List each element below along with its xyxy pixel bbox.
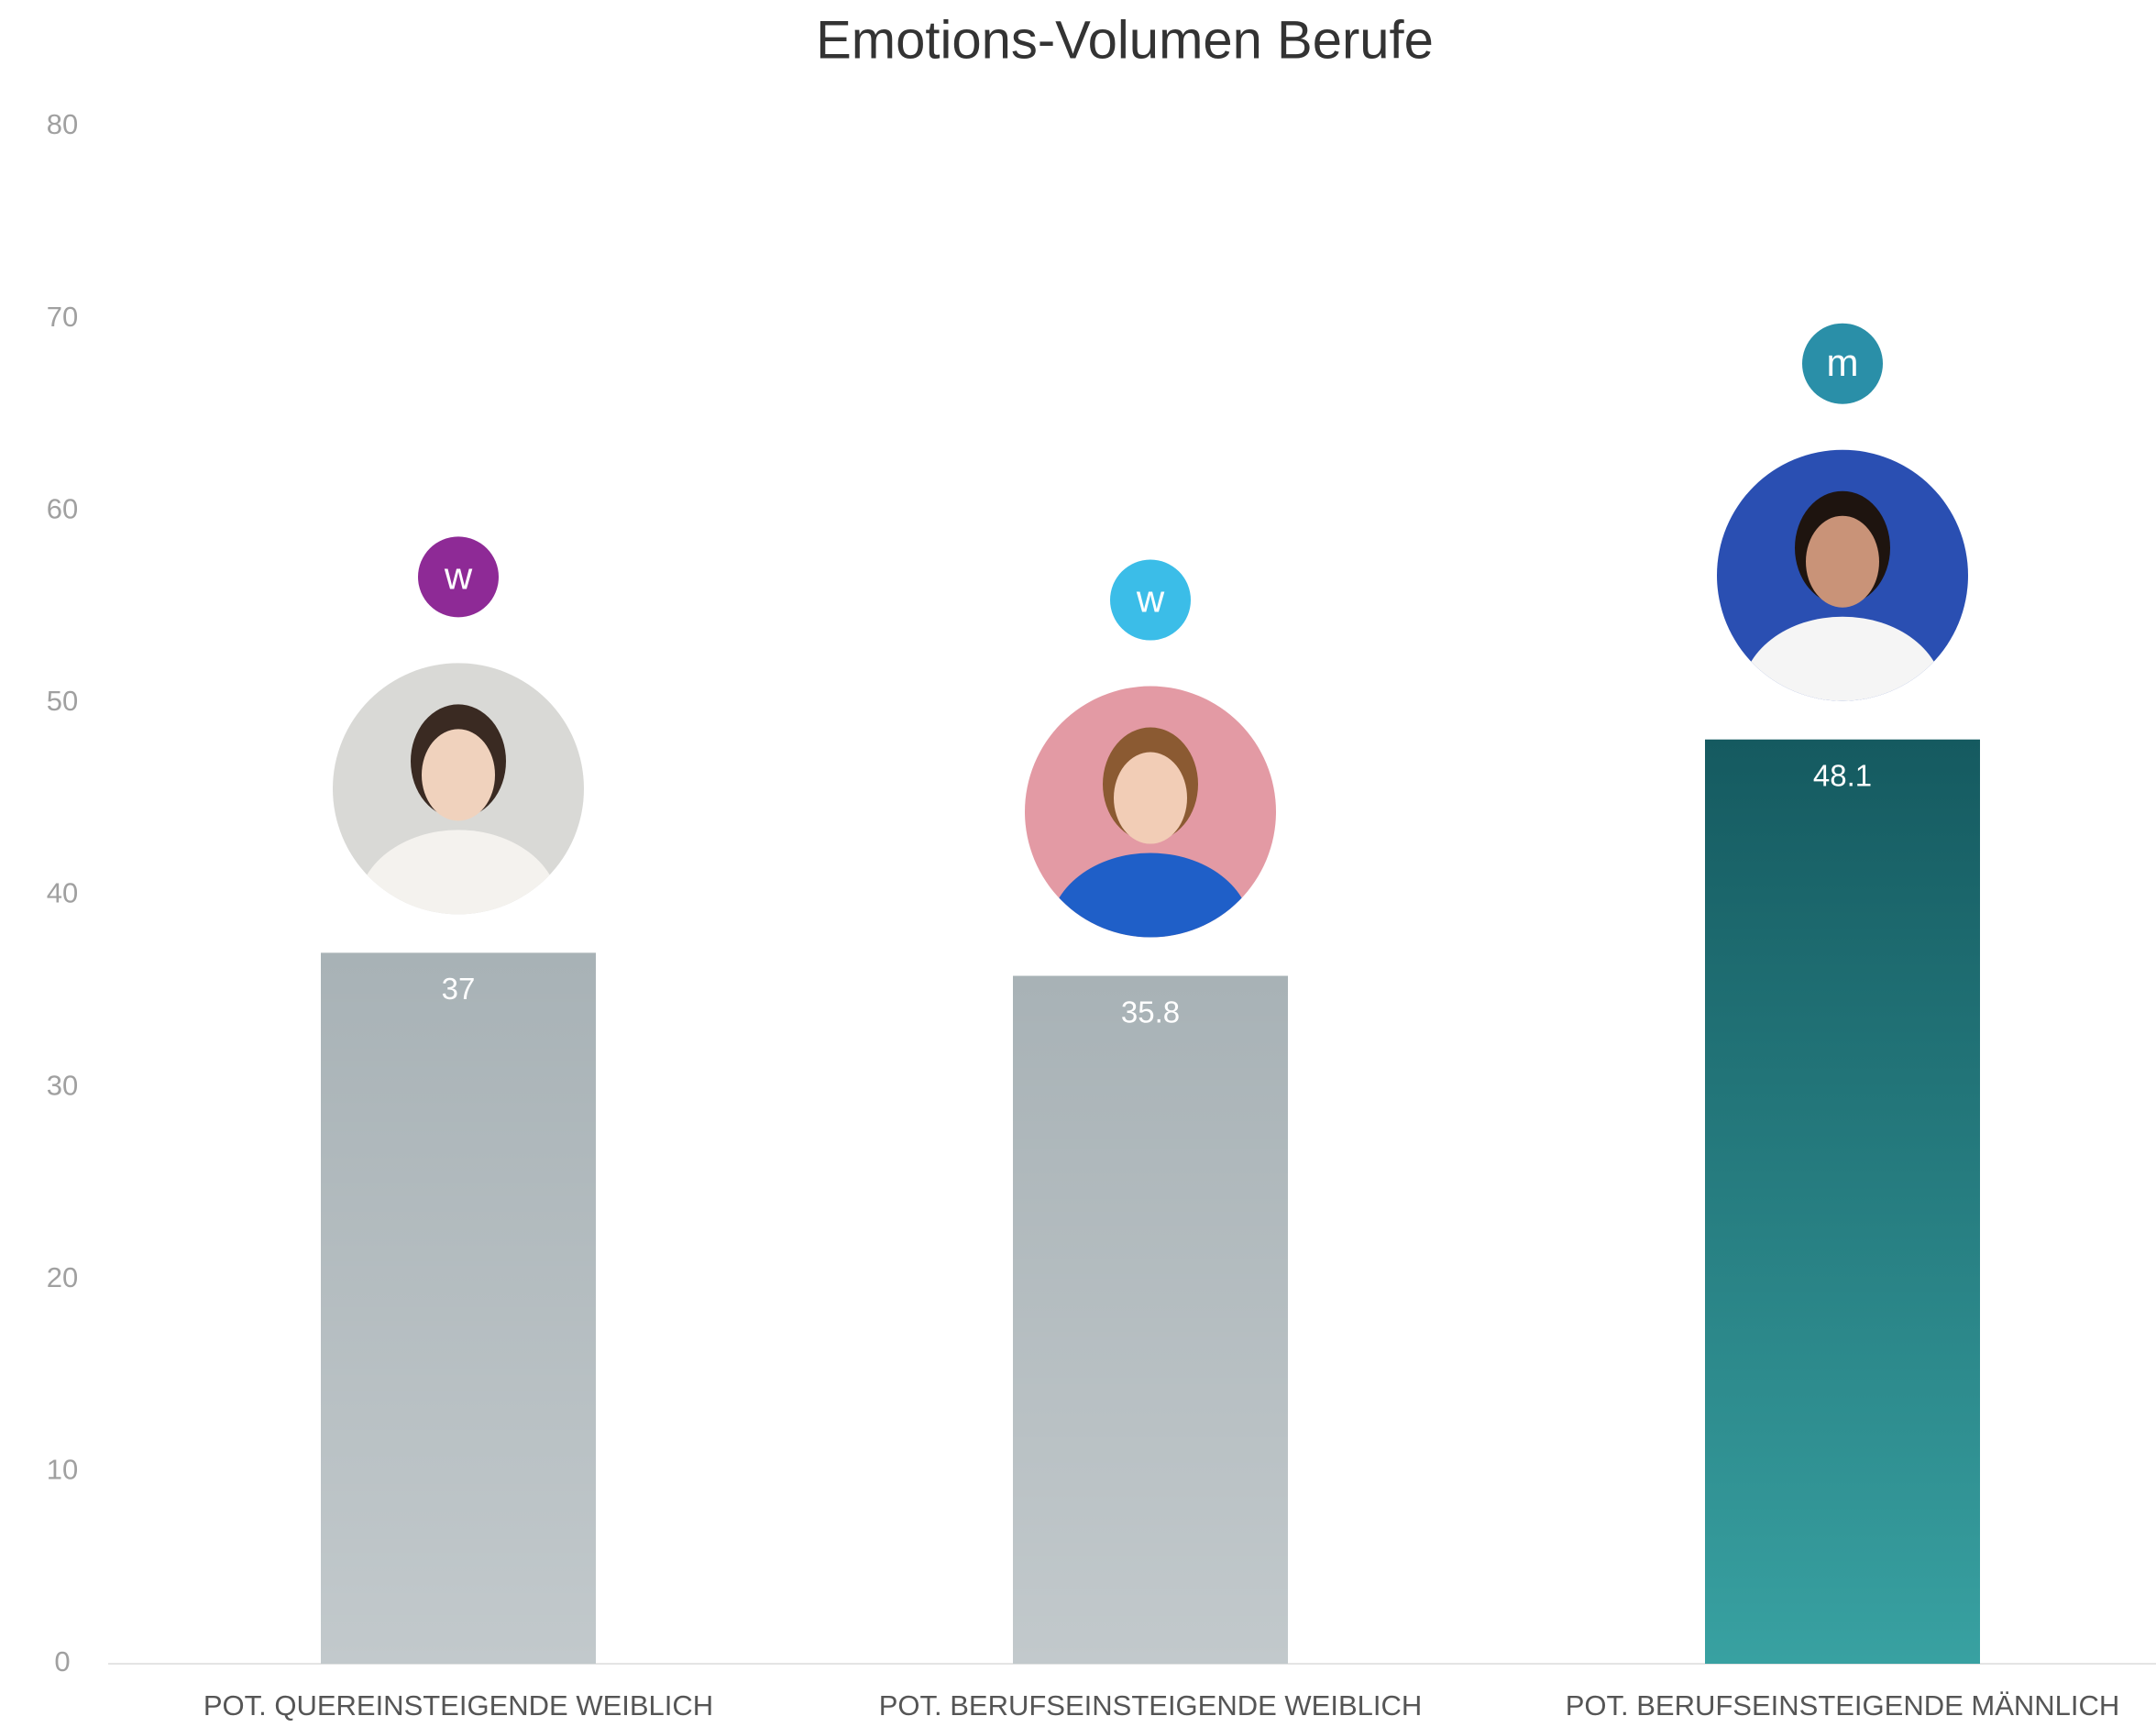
bar-value-label: 48.1 — [1813, 758, 1872, 792]
bar-value-label: 35.8 — [1121, 995, 1180, 1028]
chart-title: Emotions-Volumen Berufe — [816, 10, 1434, 70]
bar-shade — [1705, 739, 1980, 1664]
photo-face — [422, 729, 495, 821]
y-tick-label: 20 — [47, 1261, 78, 1293]
y-tick-label: 70 — [47, 301, 78, 333]
badge-label: w — [1136, 578, 1165, 621]
badge-label: w — [444, 554, 473, 597]
photo-face — [1114, 752, 1187, 844]
y-tick-label: 80 — [47, 108, 78, 140]
bar-value-label: 37 — [442, 972, 476, 1006]
y-tick-label: 0 — [54, 1645, 70, 1678]
photo-body — [358, 830, 559, 915]
x-tick-label: POT. QUEREINSTEIGENDE WEIBLICH — [204, 1689, 713, 1722]
photo-face — [1806, 515, 1879, 608]
y-tick-label: 50 — [47, 685, 78, 717]
badge-label: m — [1827, 341, 1859, 384]
badge — [418, 536, 499, 618]
bar-shade — [321, 952, 596, 1664]
x-tick-label: POT. BERUFSEINSTEIGENDE MÄNNLICH — [1566, 1689, 2120, 1722]
photo-body — [1050, 852, 1251, 938]
y-tick-label: 10 — [47, 1454, 78, 1486]
badge — [1110, 559, 1191, 641]
x-tick-label: POT. BERUFSEINSTEIGENDE WEIBLICH — [879, 1689, 1423, 1722]
bar-shade — [1013, 975, 1288, 1664]
badge — [1802, 323, 1883, 404]
y-tick-label: 60 — [47, 492, 78, 524]
photo-body — [1742, 616, 1943, 701]
y-tick-label: 40 — [47, 877, 78, 909]
y-tick-label: 30 — [47, 1069, 78, 1101]
